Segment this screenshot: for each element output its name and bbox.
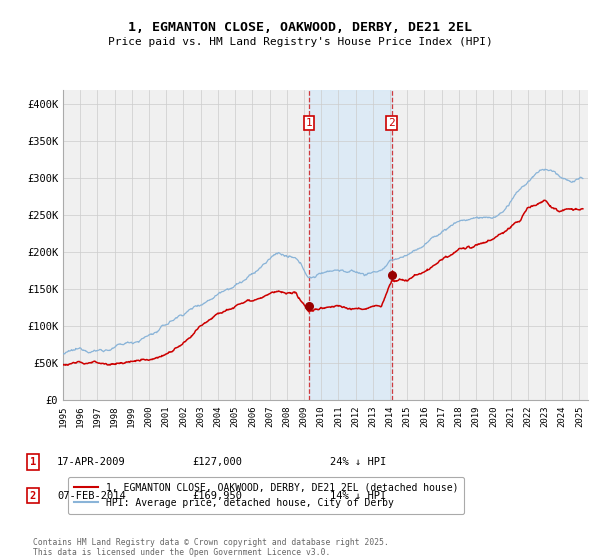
Text: 2: 2	[388, 118, 395, 128]
Text: 07-FEB-2014: 07-FEB-2014	[57, 491, 126, 501]
Text: 2: 2	[30, 491, 36, 501]
Text: £127,000: £127,000	[192, 457, 242, 467]
Text: 24% ↓ HPI: 24% ↓ HPI	[330, 457, 386, 467]
Bar	[309, 90, 392, 400]
Text: Price paid vs. HM Land Registry's House Price Index (HPI): Price paid vs. HM Land Registry's House …	[107, 37, 493, 47]
Text: 1: 1	[30, 457, 36, 467]
Text: 1: 1	[305, 118, 313, 128]
Text: 17-APR-2009: 17-APR-2009	[57, 457, 126, 467]
Text: Contains HM Land Registry data © Crown copyright and database right 2025.
This d: Contains HM Land Registry data © Crown c…	[33, 538, 389, 557]
Text: £169,950: £169,950	[192, 491, 242, 501]
Text: 14% ↓ HPI: 14% ↓ HPI	[330, 491, 386, 501]
Text: 1, EGMANTON CLOSE, OAKWOOD, DERBY, DE21 2EL: 1, EGMANTON CLOSE, OAKWOOD, DERBY, DE21 …	[128, 21, 472, 34]
Legend: 1, EGMANTON CLOSE, OAKWOOD, DERBY, DE21 2EL (detached house), HPI: Average price: 1, EGMANTON CLOSE, OAKWOOD, DERBY, DE21 …	[68, 477, 464, 514]
